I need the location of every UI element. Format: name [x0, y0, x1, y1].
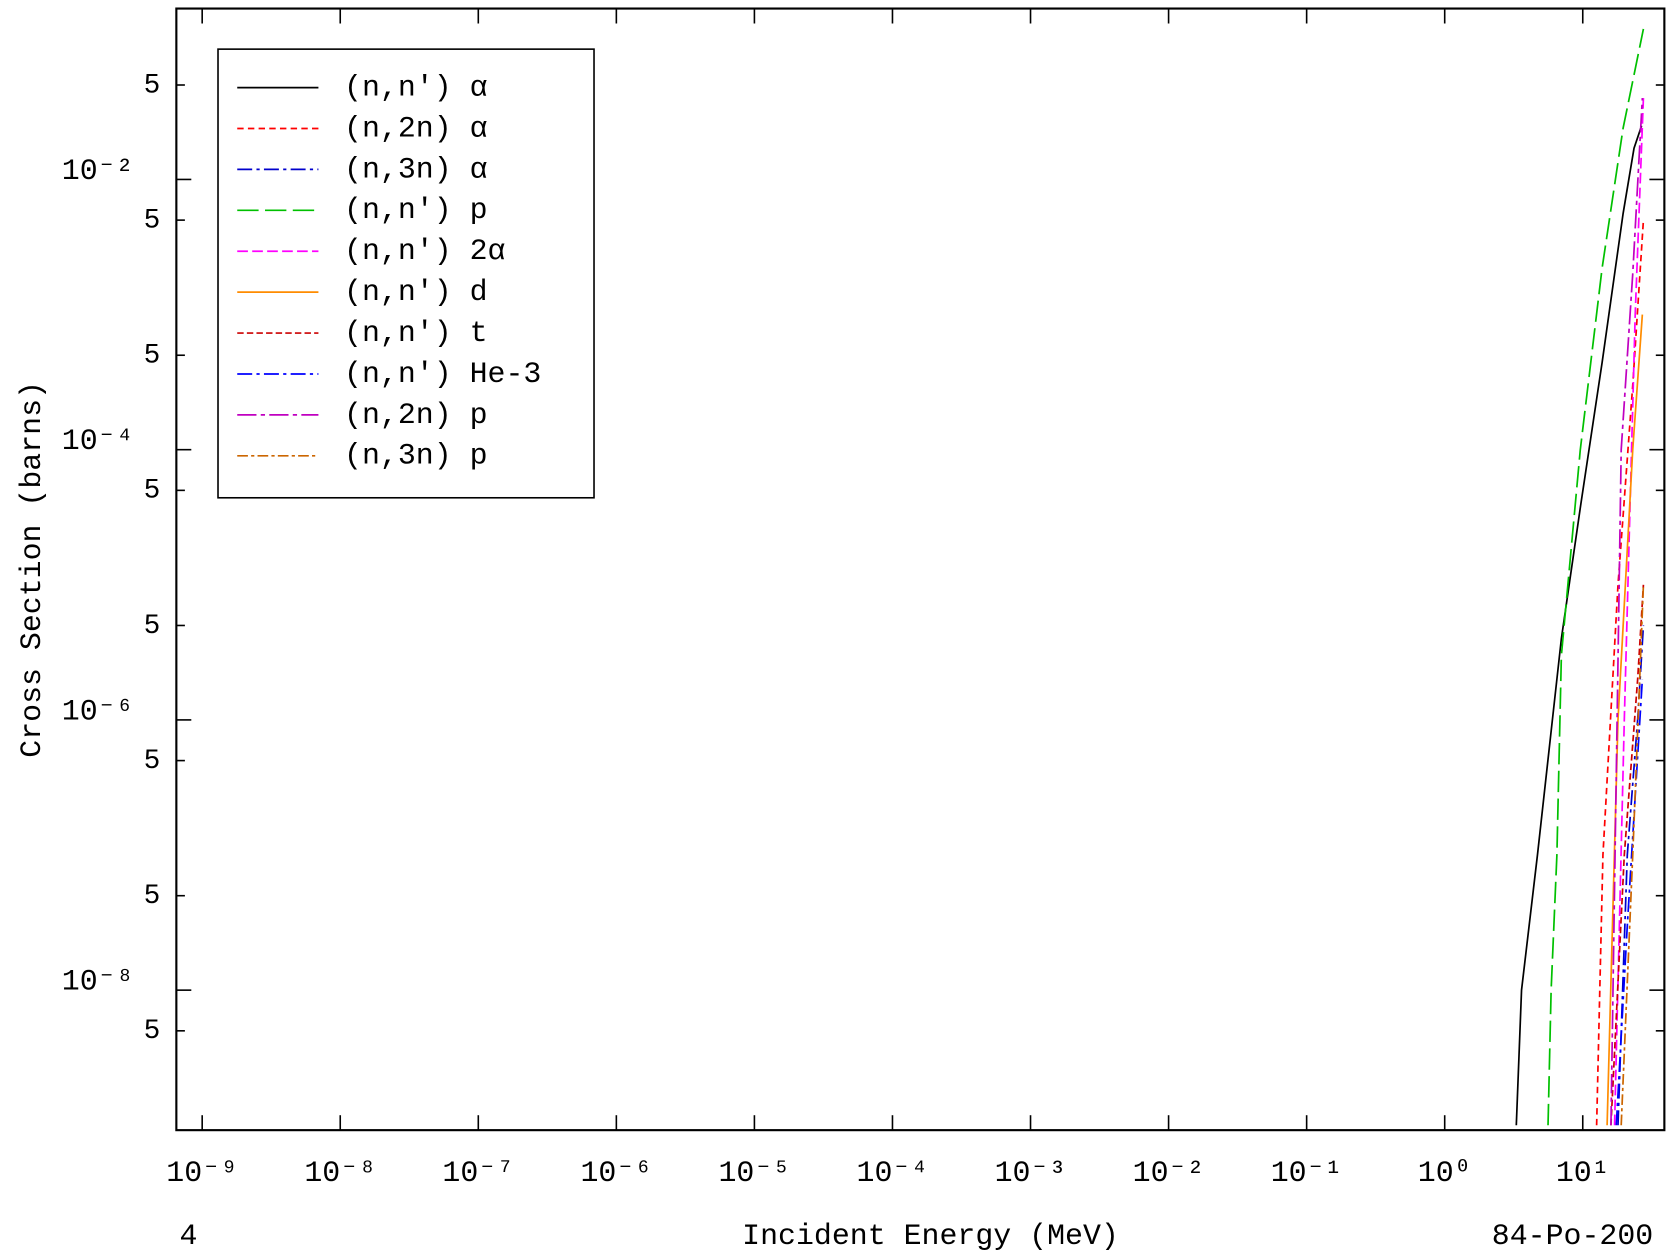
x-tick-label: 10⁻⁶ — [580, 1156, 652, 1190]
legend-label: (n,n′) t — [344, 316, 488, 350]
x-tick-label: 10⁻³ — [995, 1156, 1067, 1190]
y-tick-label: 5 — [144, 70, 161, 101]
legend-label: (n,n′) α — [344, 70, 488, 104]
x-tick-label: 10⁻² — [1133, 1156, 1205, 1190]
y-tick-label: 5 — [144, 341, 161, 372]
x-axis-label: Incident Energy (MeV) — [742, 1219, 1119, 1253]
y-tick-label: 10⁻⁸ — [62, 964, 134, 998]
plot-frame — [175, 7, 1666, 1132]
y-axis-label: Cross Section (barns) — [15, 381, 49, 758]
x-tick-label: 10⁻⁵ — [719, 1156, 791, 1190]
series-line — [1595, 220, 1645, 1126]
series-line — [1606, 314, 1644, 1126]
series-line — [1615, 679, 1644, 1126]
x-tick-label: 10⁰ — [1418, 1156, 1472, 1190]
series-line — [1547, 28, 1645, 1126]
series-line — [1515, 125, 1643, 1126]
legend-box — [217, 48, 595, 499]
corner-label: 4 — [180, 1219, 198, 1253]
y-tick-label: 5 — [144, 881, 161, 912]
x-tick-label: 10¹ — [1556, 1156, 1610, 1190]
legend-label: (n,2n) α — [344, 111, 488, 145]
legend-label: (n,2n) p — [344, 398, 488, 432]
y-tick-label: 5 — [144, 746, 161, 777]
legend-label: (n,n′) He-3 — [344, 357, 541, 391]
x-tick-label: 10⁻⁴ — [857, 1156, 929, 1190]
series-line — [1620, 584, 1645, 1126]
annotation: 84-Po-200 — [1492, 1219, 1653, 1253]
series-line — [1610, 98, 1644, 1126]
series-line — [1610, 584, 1645, 1126]
x-tick-label: 10⁻⁷ — [442, 1156, 514, 1190]
y-tick-label: 5 — [144, 1016, 161, 1047]
y-tick-label: 10⁻⁶ — [62, 694, 134, 728]
x-tick-label: 10⁻⁸ — [304, 1156, 376, 1190]
y-tick-label: 5 — [144, 476, 161, 507]
y-tick-label: 5 — [144, 205, 161, 236]
y-tick-label: 10⁻² — [62, 154, 134, 188]
x-tick-label: 10⁻⁹ — [166, 1156, 238, 1190]
legend-label: (n,n′) 2α — [344, 234, 505, 268]
legend-label: (n,n′) d — [344, 275, 488, 309]
legend-label: (n,3n) p — [344, 439, 488, 473]
x-tick-label: 10⁻¹ — [1271, 1156, 1343, 1190]
y-tick-label: 10⁻⁴ — [62, 424, 134, 458]
series-line — [1617, 625, 1645, 1126]
y-tick-label: 5 — [144, 611, 161, 642]
legend: (n,n′) α (n,2n) α (n,3n) α (n,n′) p (n,n′) 2… — [217, 48, 595, 499]
legend-label: (n,n′) p — [344, 193, 488, 227]
legend-label: (n,3n) α — [344, 152, 488, 186]
